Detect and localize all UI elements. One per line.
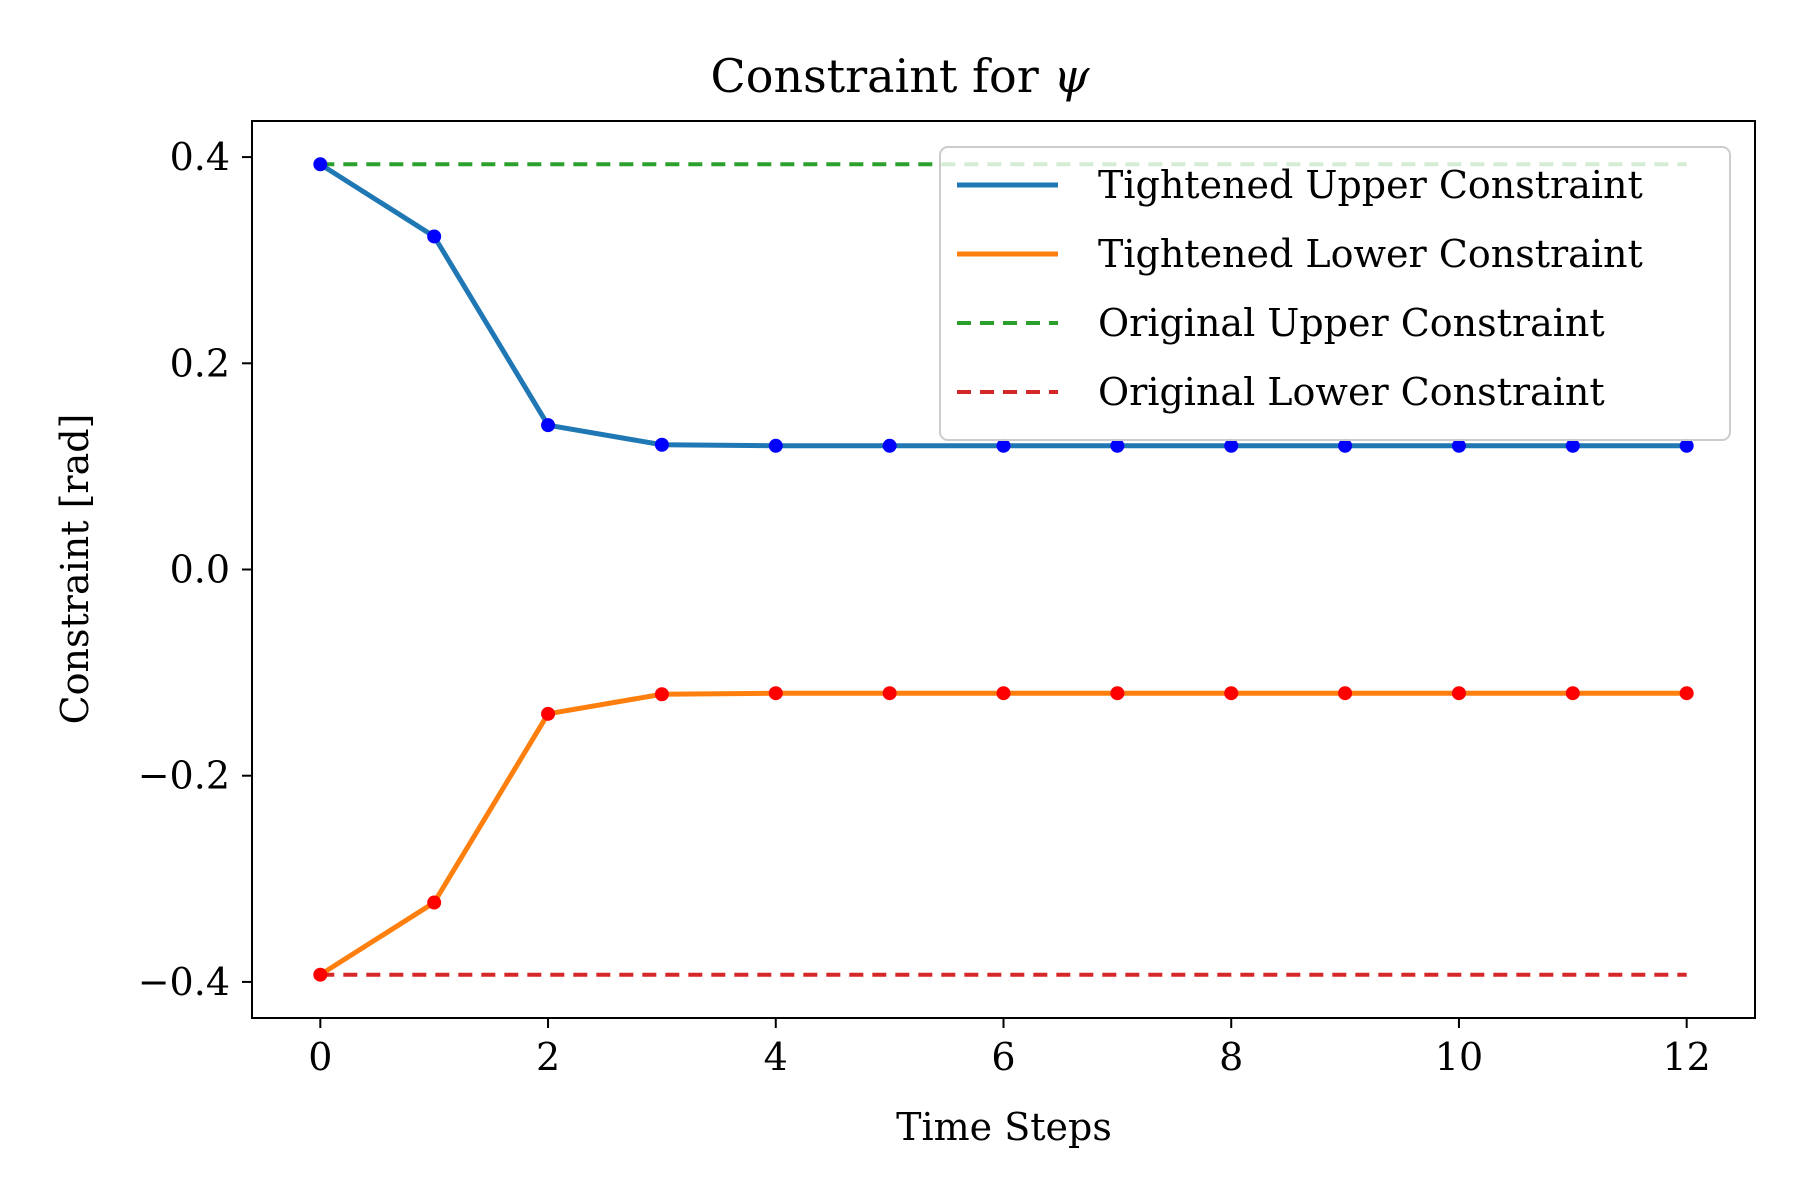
data-point-tightened-lower-constraint [654, 687, 669, 702]
legend-label-tightened-lower-constraint: Tightened Lower Constraint [1098, 232, 1643, 276]
data-point-tightened-upper-constraint [768, 438, 783, 453]
y-axis: 0.4 0.2 0.0 −0.2 −0.4 [138, 135, 252, 1004]
data-point-tightened-lower-constraint [1451, 686, 1466, 701]
data-point-tightened-lower-constraint [1679, 686, 1694, 701]
data-point-tightened-lower-constraint [768, 686, 783, 701]
data-point-tightened-upper-constraint [1338, 438, 1353, 453]
data-point-tightened-lower-constraint [541, 706, 556, 721]
data-point-tightened-lower-constraint [1565, 686, 1580, 701]
chart-title: Constraint for ψ [711, 49, 1091, 103]
data-point-tightened-upper-constraint [1224, 438, 1239, 453]
x-tick-label: 12 [1663, 1035, 1711, 1079]
data-point-tightened-upper-constraint [427, 229, 442, 244]
data-point-tightened-upper-constraint [313, 157, 328, 172]
chart-title-symbol: ψ [1053, 49, 1090, 103]
y-tick-label: −0.4 [138, 960, 230, 1004]
y-tick-label: 0.4 [170, 135, 230, 179]
x-tick-label: 6 [991, 1035, 1015, 1079]
x-tick-label: 0 [308, 1035, 332, 1079]
data-point-tightened-lower-constraint [1338, 686, 1353, 701]
legend-frame [939, 146, 1731, 441]
data-point-tightened-lower-constraint [882, 686, 897, 701]
x-axis-label: Time Steps [896, 1105, 1112, 1149]
legend-label-original-lower-constraint: Original Lower Constraint [1098, 370, 1605, 414]
y-tick-label: −0.2 [138, 754, 230, 798]
data-point-tightened-upper-constraint [1565, 438, 1580, 453]
x-tick-label: 10 [1435, 1035, 1483, 1079]
x-tick-label: 8 [1219, 1035, 1243, 1079]
legend-items: Tightened Upper Constraint Tightened Lowe… [957, 163, 1643, 414]
chart-title-text: Constraint for [711, 49, 1054, 103]
data-point-tightened-upper-constraint [996, 438, 1011, 453]
x-axis: 0 2 4 6 8 10 12 [308, 1018, 1711, 1079]
data-point-tightened-lower-constraint [1224, 686, 1239, 701]
data-point-tightened-upper-constraint [1679, 438, 1694, 453]
data-point-tightened-upper-constraint [1110, 438, 1125, 453]
legend-label-original-upper-constraint: Original Upper Constraint [1098, 301, 1605, 345]
y-tick-label: 0.2 [170, 341, 230, 385]
legend-label-tightened-upper-constraint: Tightened Upper Constraint [1098, 163, 1643, 207]
y-axis-label: Constraint [rad] [53, 414, 97, 725]
data-point-tightened-lower-constraint [313, 967, 328, 982]
x-tick-label: 2 [536, 1035, 560, 1079]
data-point-tightened-upper-constraint [882, 438, 897, 453]
data-point-tightened-lower-constraint [1110, 686, 1125, 701]
data-point-tightened-upper-constraint [654, 437, 669, 452]
y-tick-label: 0.0 [170, 548, 230, 592]
legend: Tightened Upper Constraint Tightened Lowe… [939, 146, 1731, 441]
data-point-tightened-lower-constraint [427, 895, 442, 910]
data-point-tightened-upper-constraint [1451, 438, 1466, 453]
x-tick-label: 4 [764, 1035, 788, 1079]
data-point-tightened-upper-constraint [541, 418, 556, 433]
data-point-tightened-lower-constraint [996, 686, 1011, 701]
